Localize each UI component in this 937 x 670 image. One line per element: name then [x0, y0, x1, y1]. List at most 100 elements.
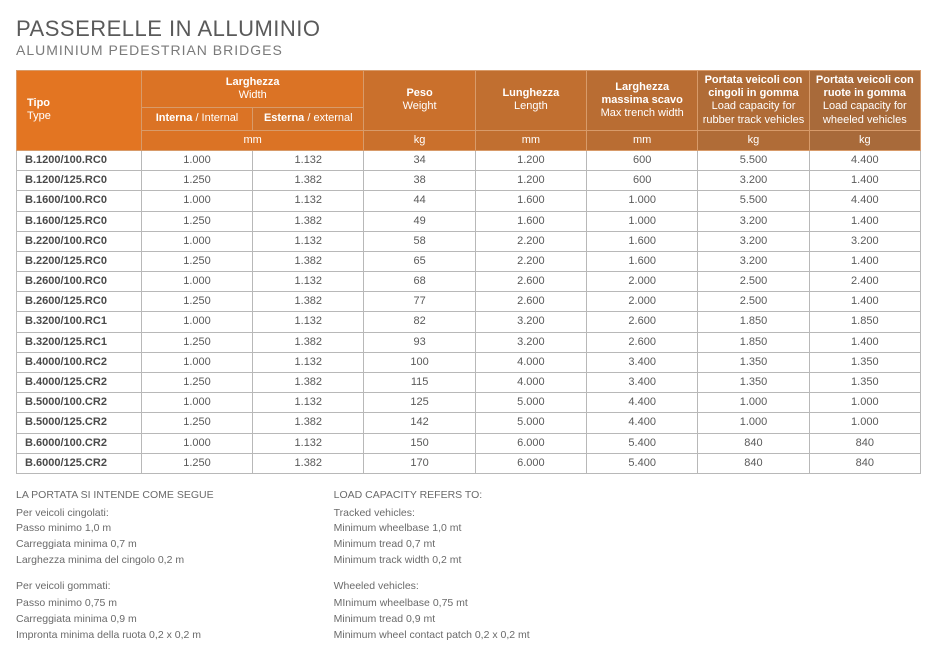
cell-s: 4.400 [587, 393, 698, 413]
cell-r: 4.400 [809, 191, 920, 211]
cell-l: 1.600 [475, 191, 586, 211]
cell-l: 4.000 [475, 352, 586, 372]
page-title: PASSERELLE IN ALLUMINIO ALUMINIUM PEDEST… [16, 16, 921, 58]
note-text: Minimum tread 0,7 mt [334, 537, 530, 553]
cell-r: 1.400 [809, 292, 920, 312]
cell-s: 1.600 [587, 231, 698, 251]
cell-p: 38 [364, 171, 475, 191]
table-row: B.1200/125.RC01.2501.382381.2006003.2001… [17, 171, 921, 191]
table-row: B.4000/125.CR21.2501.3821154.0003.4001.3… [17, 373, 921, 393]
note-text: Minimum wheel contact patch 0,2 x 0,2 mt [334, 628, 530, 644]
cell-s: 2.600 [587, 312, 698, 332]
cell-i: 1.000 [141, 272, 252, 292]
note-text: Minimum track width 0,2 mt [334, 553, 530, 569]
cell-i: 1.000 [141, 312, 252, 332]
cell-r: 1.400 [809, 171, 920, 191]
cell-c: 5.500 [698, 191, 809, 211]
note-text: MInimum wheelbase 0,75 mt [334, 596, 530, 612]
table-row: B.1600/100.RC01.0001.132441.6001.0005.50… [17, 191, 921, 211]
note-text: Per veicoli gommati: [16, 579, 214, 595]
cell-t: B.4000/100.RC2 [17, 352, 142, 372]
cell-l: 1.200 [475, 171, 586, 191]
cell-l: 5.000 [475, 413, 586, 433]
note-text: LA PORTATA SI INTENDE COME SEGUE [16, 488, 214, 504]
cell-t: B.3200/125.RC1 [17, 332, 142, 352]
note-text: Minimum tread 0,9 mt [334, 612, 530, 628]
cell-r: 1.350 [809, 352, 920, 372]
cell-t: B.1200/125.RC0 [17, 171, 142, 191]
cell-i: 1.250 [141, 171, 252, 191]
cell-l: 4.000 [475, 373, 586, 393]
cell-p: 100 [364, 352, 475, 372]
cell-p: 49 [364, 211, 475, 231]
cell-e: 1.132 [253, 433, 364, 453]
cell-c: 3.200 [698, 251, 809, 271]
th-interna: Interna / Internal [141, 108, 252, 131]
note-text: Tracked vehicles: [334, 506, 530, 522]
th-ruote: Portata veicoli con ruote in gommaLoad c… [809, 71, 920, 131]
cell-t: B.6000/100.CR2 [17, 433, 142, 453]
th-cingoli: Portata veicoli con cingoli in gommaLoad… [698, 71, 809, 131]
cell-l: 3.200 [475, 332, 586, 352]
cell-p: 82 [364, 312, 475, 332]
cell-e: 1.132 [253, 150, 364, 170]
cell-r: 1.400 [809, 332, 920, 352]
note-text: Per veicoli cingolati: [16, 506, 214, 522]
spec-table: TipoTypeLarghezzaWidthPesoWeightLunghezz… [16, 70, 921, 474]
note-text: Carreggiata minima 0,7 m [16, 537, 214, 553]
cell-p: 125 [364, 393, 475, 413]
cell-i: 1.000 [141, 433, 252, 453]
notes: LA PORTATA SI INTENDE COME SEGUE Per vei… [16, 488, 921, 654]
cell-p: 34 [364, 150, 475, 170]
cell-t: B.1600/125.RC0 [17, 211, 142, 231]
cell-i: 1.250 [141, 211, 252, 231]
cell-t: B.5000/100.CR2 [17, 393, 142, 413]
cell-p: 44 [364, 191, 475, 211]
th-unit: kg [364, 130, 475, 150]
cell-s: 2.000 [587, 272, 698, 292]
cell-r: 840 [809, 453, 920, 473]
cell-e: 1.132 [253, 352, 364, 372]
table-row: B.2200/125.RC01.2501.382652.2001.6003.20… [17, 251, 921, 271]
table-row: B.2200/100.RC01.0001.132582.2001.6003.20… [17, 231, 921, 251]
note-text: Carreggiata minima 0,9 m [16, 612, 214, 628]
cell-l: 2.200 [475, 231, 586, 251]
cell-c: 3.200 [698, 171, 809, 191]
cell-t: B.1600/100.RC0 [17, 191, 142, 211]
cell-e: 1.382 [253, 453, 364, 473]
table-row: B.5000/125.CR21.2501.3821425.0004.4001.0… [17, 413, 921, 433]
notes-left: LA PORTATA SI INTENDE COME SEGUE Per vei… [16, 488, 214, 654]
cell-i: 1.250 [141, 453, 252, 473]
cell-r: 3.200 [809, 231, 920, 251]
cell-s: 5.400 [587, 453, 698, 473]
cell-s: 5.400 [587, 433, 698, 453]
cell-s: 1.000 [587, 211, 698, 231]
cell-r: 1.000 [809, 393, 920, 413]
cell-c: 3.200 [698, 231, 809, 251]
note-text: Passo minimo 0,75 m [16, 596, 214, 612]
cell-i: 1.000 [141, 150, 252, 170]
cell-c: 840 [698, 433, 809, 453]
cell-e: 1.382 [253, 251, 364, 271]
cell-p: 115 [364, 373, 475, 393]
note-text: Passo minimo 1,0 m [16, 521, 214, 537]
cell-i: 1.000 [141, 191, 252, 211]
th-unit: kg [809, 130, 920, 150]
cell-r: 840 [809, 433, 920, 453]
cell-c: 2.500 [698, 292, 809, 312]
cell-t: B.4000/125.CR2 [17, 373, 142, 393]
th-unit: mm [587, 130, 698, 150]
cell-c: 1.850 [698, 332, 809, 352]
notes-right: LOAD CAPACITY REFERS TO: Tracked vehicle… [334, 488, 530, 654]
cell-i: 1.250 [141, 413, 252, 433]
cell-s: 1.000 [587, 191, 698, 211]
table-row: B.2600/125.RC01.2501.382772.6002.0002.50… [17, 292, 921, 312]
cell-l: 6.000 [475, 453, 586, 473]
cell-r: 1.400 [809, 251, 920, 271]
cell-i: 1.000 [141, 393, 252, 413]
cell-e: 1.132 [253, 272, 364, 292]
cell-c: 1.000 [698, 413, 809, 433]
th-scavo: Larghezza massima scavoMax trench width [587, 71, 698, 131]
table-row: B.2600/100.RC01.0001.132682.6002.0002.50… [17, 272, 921, 292]
th-unit-mm: mm [141, 130, 364, 150]
